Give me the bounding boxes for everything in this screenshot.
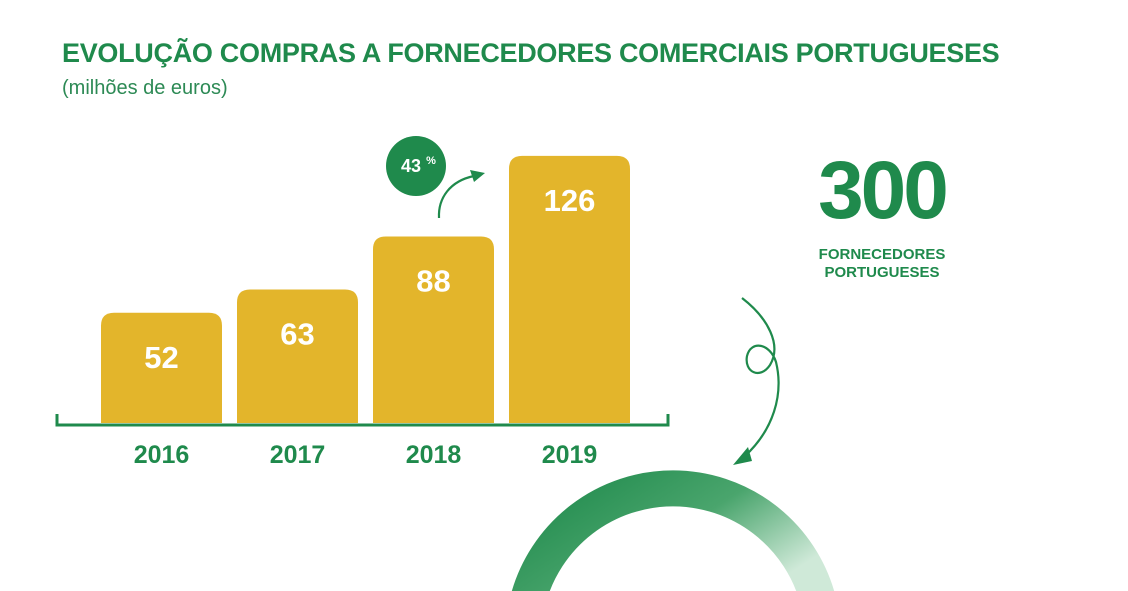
supplier-caption: FORNECEDORES PORTUGUESES	[782, 246, 982, 282]
x-tick-label: 2019	[542, 441, 598, 469]
x-tick-label: 2016	[134, 441, 190, 469]
growth-badge-unit: %	[426, 155, 436, 167]
chart-subtitle: (milhões de euros)	[62, 77, 228, 99]
bar-2018	[373, 236, 494, 423]
bar-value-label: 88	[416, 263, 450, 298]
ring-decoration	[511, 470, 835, 591]
supplier-count: 300	[818, 145, 949, 236]
bar-value-label: 63	[280, 316, 314, 351]
growth-badge-value: 43	[401, 156, 421, 176]
chart-title: EVOLUÇÃO COMPRAS A FORNECEDORES COMERCIA…	[62, 38, 1000, 68]
growth-arrow-icon	[437, 170, 485, 219]
curly-arrow-icon	[733, 297, 780, 465]
growth-badge: 43 %	[386, 136, 446, 196]
bar-value-label: 126	[544, 183, 596, 218]
bar-value-label: 52	[144, 340, 178, 375]
bar-2019	[509, 155, 630, 423]
x-axis-line	[55, 414, 670, 427]
supplier-caption-line1: FORNECEDORES	[818, 246, 946, 263]
x-tick-label: 2017	[270, 441, 326, 469]
x-tick-label: 2018	[406, 441, 462, 469]
supplier-caption-line2: PORTUGUESES	[824, 264, 940, 281]
bar-2016	[101, 312, 222, 423]
bar-2017	[237, 289, 358, 423]
